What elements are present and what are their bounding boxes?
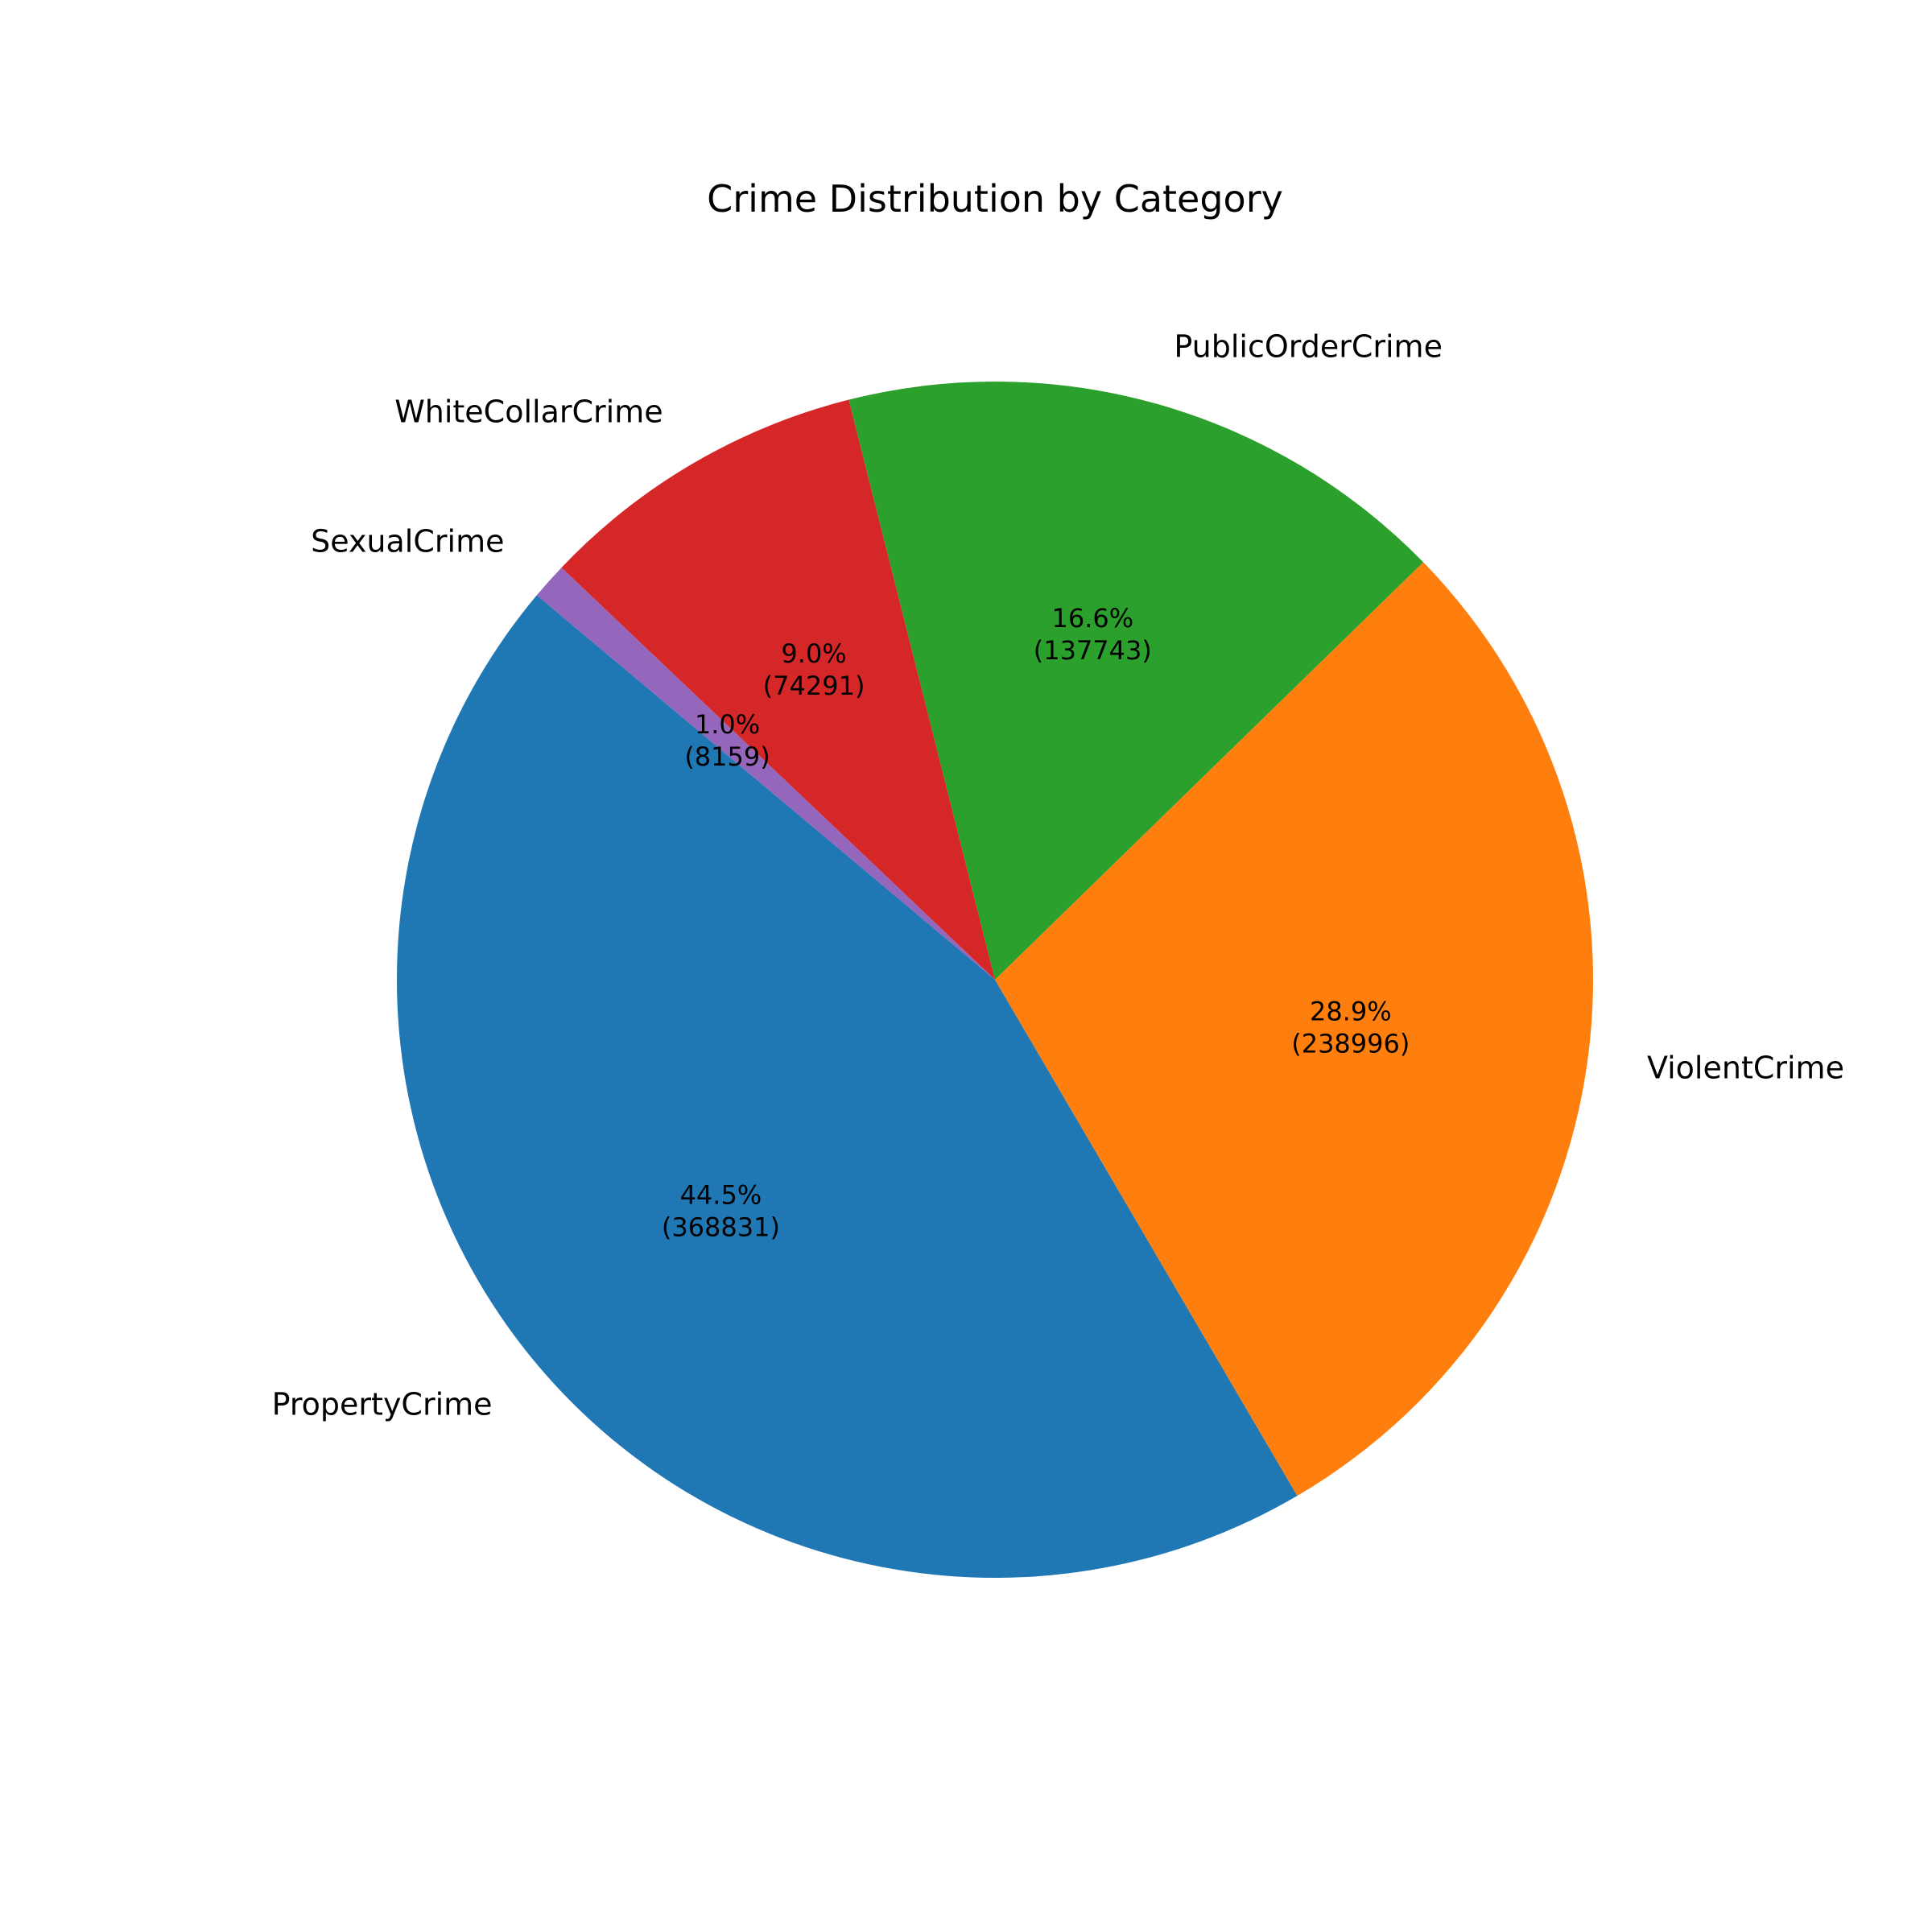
slice-label-white-collar-crime: WhiteCollarCrime: [394, 394, 663, 429]
slice-label-violent-crime: ViolentCrime: [1647, 1050, 1844, 1085]
slice-value-violent-crime: (238996): [1291, 1029, 1410, 1059]
slice-percent-property-crime: 44.5%: [680, 1180, 762, 1211]
slice-percent-public-order-crime: 16.6%: [1051, 603, 1133, 634]
pie-slice-white-collar-crime: [561, 399, 995, 980]
slice-percent-white-collar-crime: 9.0%: [781, 638, 846, 669]
slice-percent-sexual-crime: 1.0%: [695, 709, 760, 740]
slice-value-white-collar-crime: (74291): [763, 671, 865, 701]
pie-labels: PropertyCrime 44.5%(368831) ViolentCrime 28…: [272, 329, 1844, 1422]
slice-percent-violent-crime: 28.9%: [1310, 997, 1392, 1027]
slice-value-public-order-crime: (137743): [1034, 635, 1152, 666]
slice-label-public-order-crime: PublicOrderCrime: [1174, 329, 1443, 365]
slice-value-property-crime: (368831): [662, 1212, 780, 1243]
chart-title: Crime Distribution by Category: [707, 177, 1283, 221]
pie-slice-sexual-crime: [536, 568, 995, 980]
pie-slice-violent-crime: [995, 562, 1593, 1496]
slice-value-sexual-crime: (8159): [684, 741, 770, 772]
slice-label-property-crime: PropertyCrime: [272, 1386, 493, 1422]
pie-slices: [396, 382, 1593, 1578]
pie-slice-property-crime: [396, 595, 1298, 1578]
slice-label-sexual-crime: SexualCrime: [311, 524, 504, 559]
pie-slice-public-order-crime: [848, 382, 1424, 980]
